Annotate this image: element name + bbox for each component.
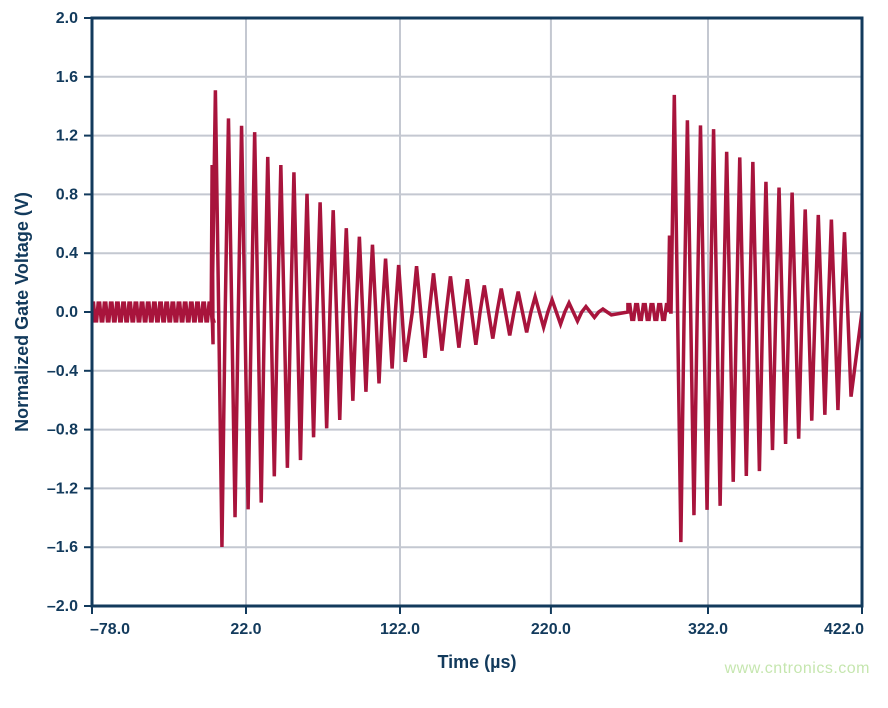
x-tick-label: 220.0 (531, 621, 571, 638)
chart-container: –78.0 22.0 122.0 220.0 322.0 422.0 –2.0 –1.6 –1.… (0, 0, 888, 708)
y-tick-label: –0.4 (47, 363, 78, 380)
y-tick-label: –2.0 (47, 598, 78, 615)
line-chart: –78.0 22.0 122.0 220.0 322.0 422.0 –2.0 –1.6 –1.… (0, 0, 888, 708)
x-tick-label: 322.0 (688, 621, 728, 638)
x-tick-label: 422.0 (824, 621, 864, 638)
y-tick-label: 1.2 (56, 128, 78, 145)
y-tick-label: 0.0 (56, 304, 78, 321)
watermark-text: www.cntronics.com (725, 660, 870, 678)
x-tick-label: –78.0 (90, 621, 130, 638)
x-tick-label: 122.0 (380, 621, 420, 638)
y-tick-label: 1.6 (56, 69, 78, 86)
y-tick-label: –1.6 (47, 539, 78, 556)
y-tick-label: –1.2 (47, 480, 78, 497)
y-axis-title: Normalized Gate Voltage (V) (12, 192, 32, 432)
y-tick-label: 2.0 (56, 10, 78, 27)
x-tick-label: 22.0 (230, 621, 261, 638)
y-tick-label: 0.4 (56, 245, 78, 262)
y-tick-label: –0.8 (47, 422, 78, 439)
x-axis-title: Time (µs) (437, 652, 516, 672)
y-tick-label: 0.8 (56, 186, 78, 203)
